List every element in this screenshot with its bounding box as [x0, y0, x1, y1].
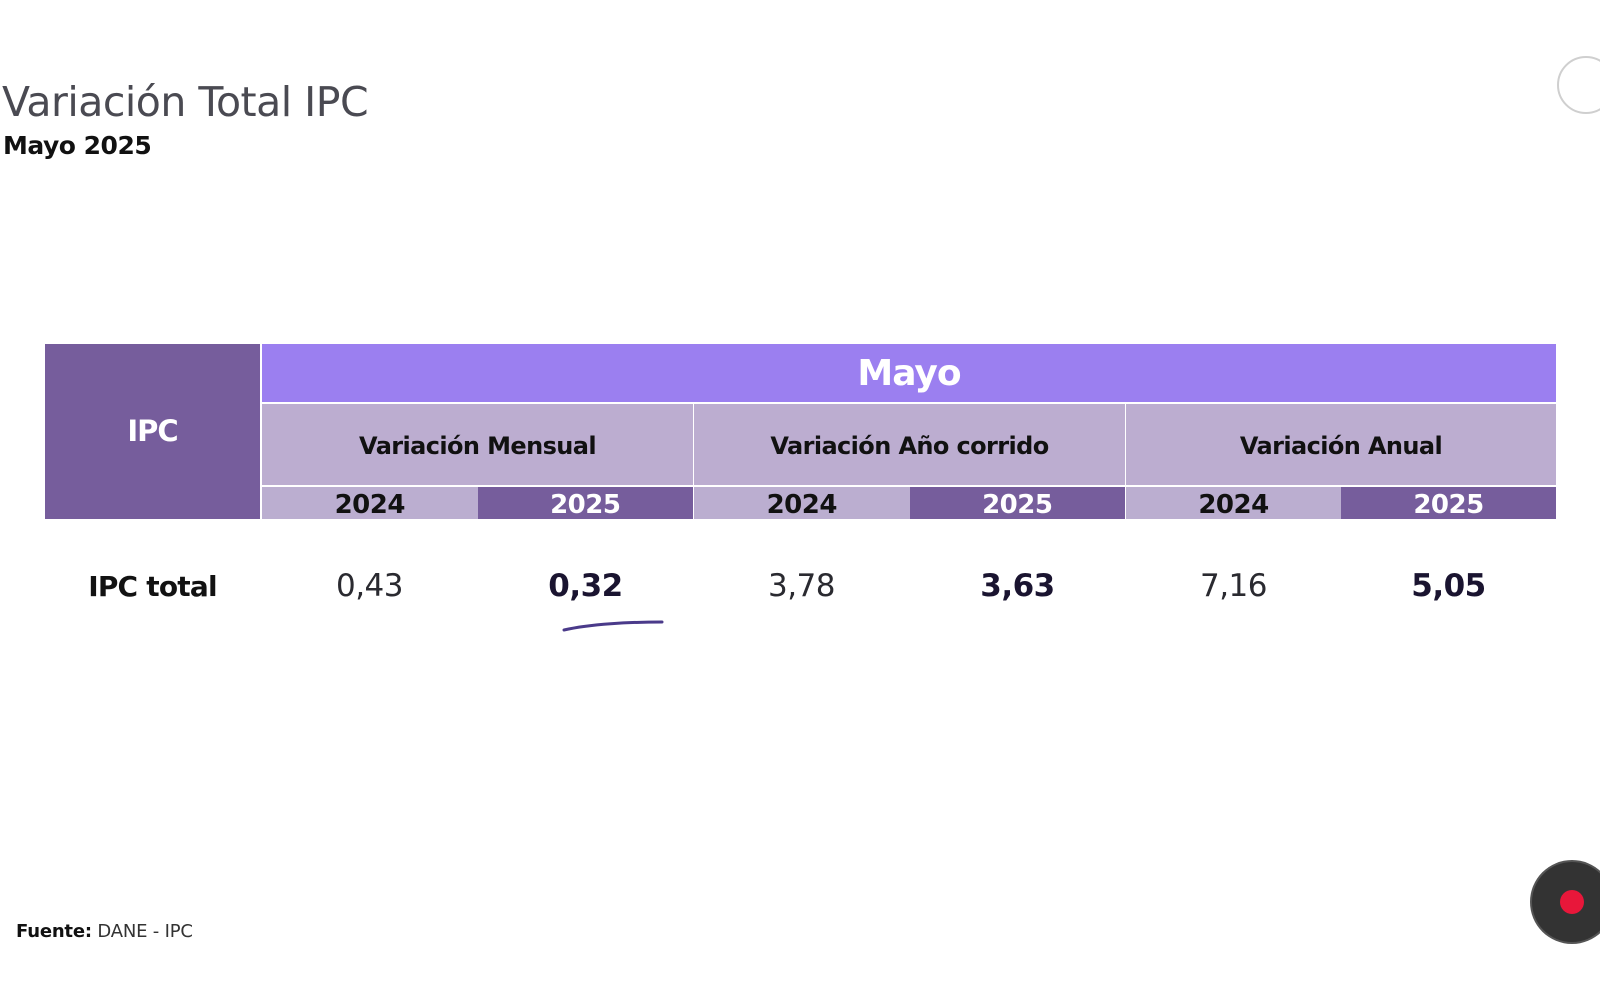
group-label: Variación Anual	[1126, 404, 1556, 485]
year-2024-header: 2024	[694, 487, 910, 520]
year-2025-header: 2025	[477, 487, 693, 520]
value-anual-2025: 5,05	[1411, 568, 1486, 604]
page-subtitle: Mayo 2025	[3, 131, 152, 160]
record-icon	[1560, 890, 1584, 914]
ipc-table-header: IPC Mayo Variación Mensual 2024 2025 Var…	[45, 344, 1556, 520]
group-variacion-ano-corrido: Variación Año corrido 2024 2025	[694, 404, 1125, 520]
source-label: Fuente:	[16, 921, 92, 942]
record-button[interactable]	[1532, 862, 1600, 942]
group-label: Variación Mensual	[262, 404, 693, 485]
value-ano-corrido-2024: 3,78	[767, 568, 836, 604]
row-label: IPC total	[88, 569, 217, 603]
value-mensual-2024: 0,43	[335, 568, 404, 604]
year-2025-header: 2025	[909, 487, 1125, 520]
year-2025-header: 2025	[1341, 487, 1556, 520]
ipc-column-header: IPC	[45, 344, 260, 519]
page-title: Variación Total IPC	[2, 78, 369, 126]
value-anual-2024: 7,16	[1199, 568, 1268, 604]
value-ano-corrido-2025: 3,63	[980, 568, 1055, 604]
overlay-control-button[interactable]	[1557, 56, 1600, 114]
source-note: Fuente: DANE - IPC	[16, 921, 193, 942]
group-variacion-anual: Variación Anual 2024 2025	[1126, 404, 1556, 520]
table-row: IPC total 0,43 0,32 3,78 3,63 7,16 5,05	[45, 558, 1556, 614]
underline-annotation	[562, 620, 664, 632]
group-variacion-mensual: Variación Mensual 2024 2025	[262, 404, 693, 520]
source-value: DANE - IPC	[91, 921, 193, 942]
period-header: Mayo	[262, 344, 1556, 402]
year-2024-header: 2024	[1126, 487, 1341, 520]
value-mensual-2025: 0,32	[548, 568, 623, 604]
group-label: Variación Año corrido	[694, 404, 1125, 485]
year-2024-header: 2024	[262, 487, 478, 520]
